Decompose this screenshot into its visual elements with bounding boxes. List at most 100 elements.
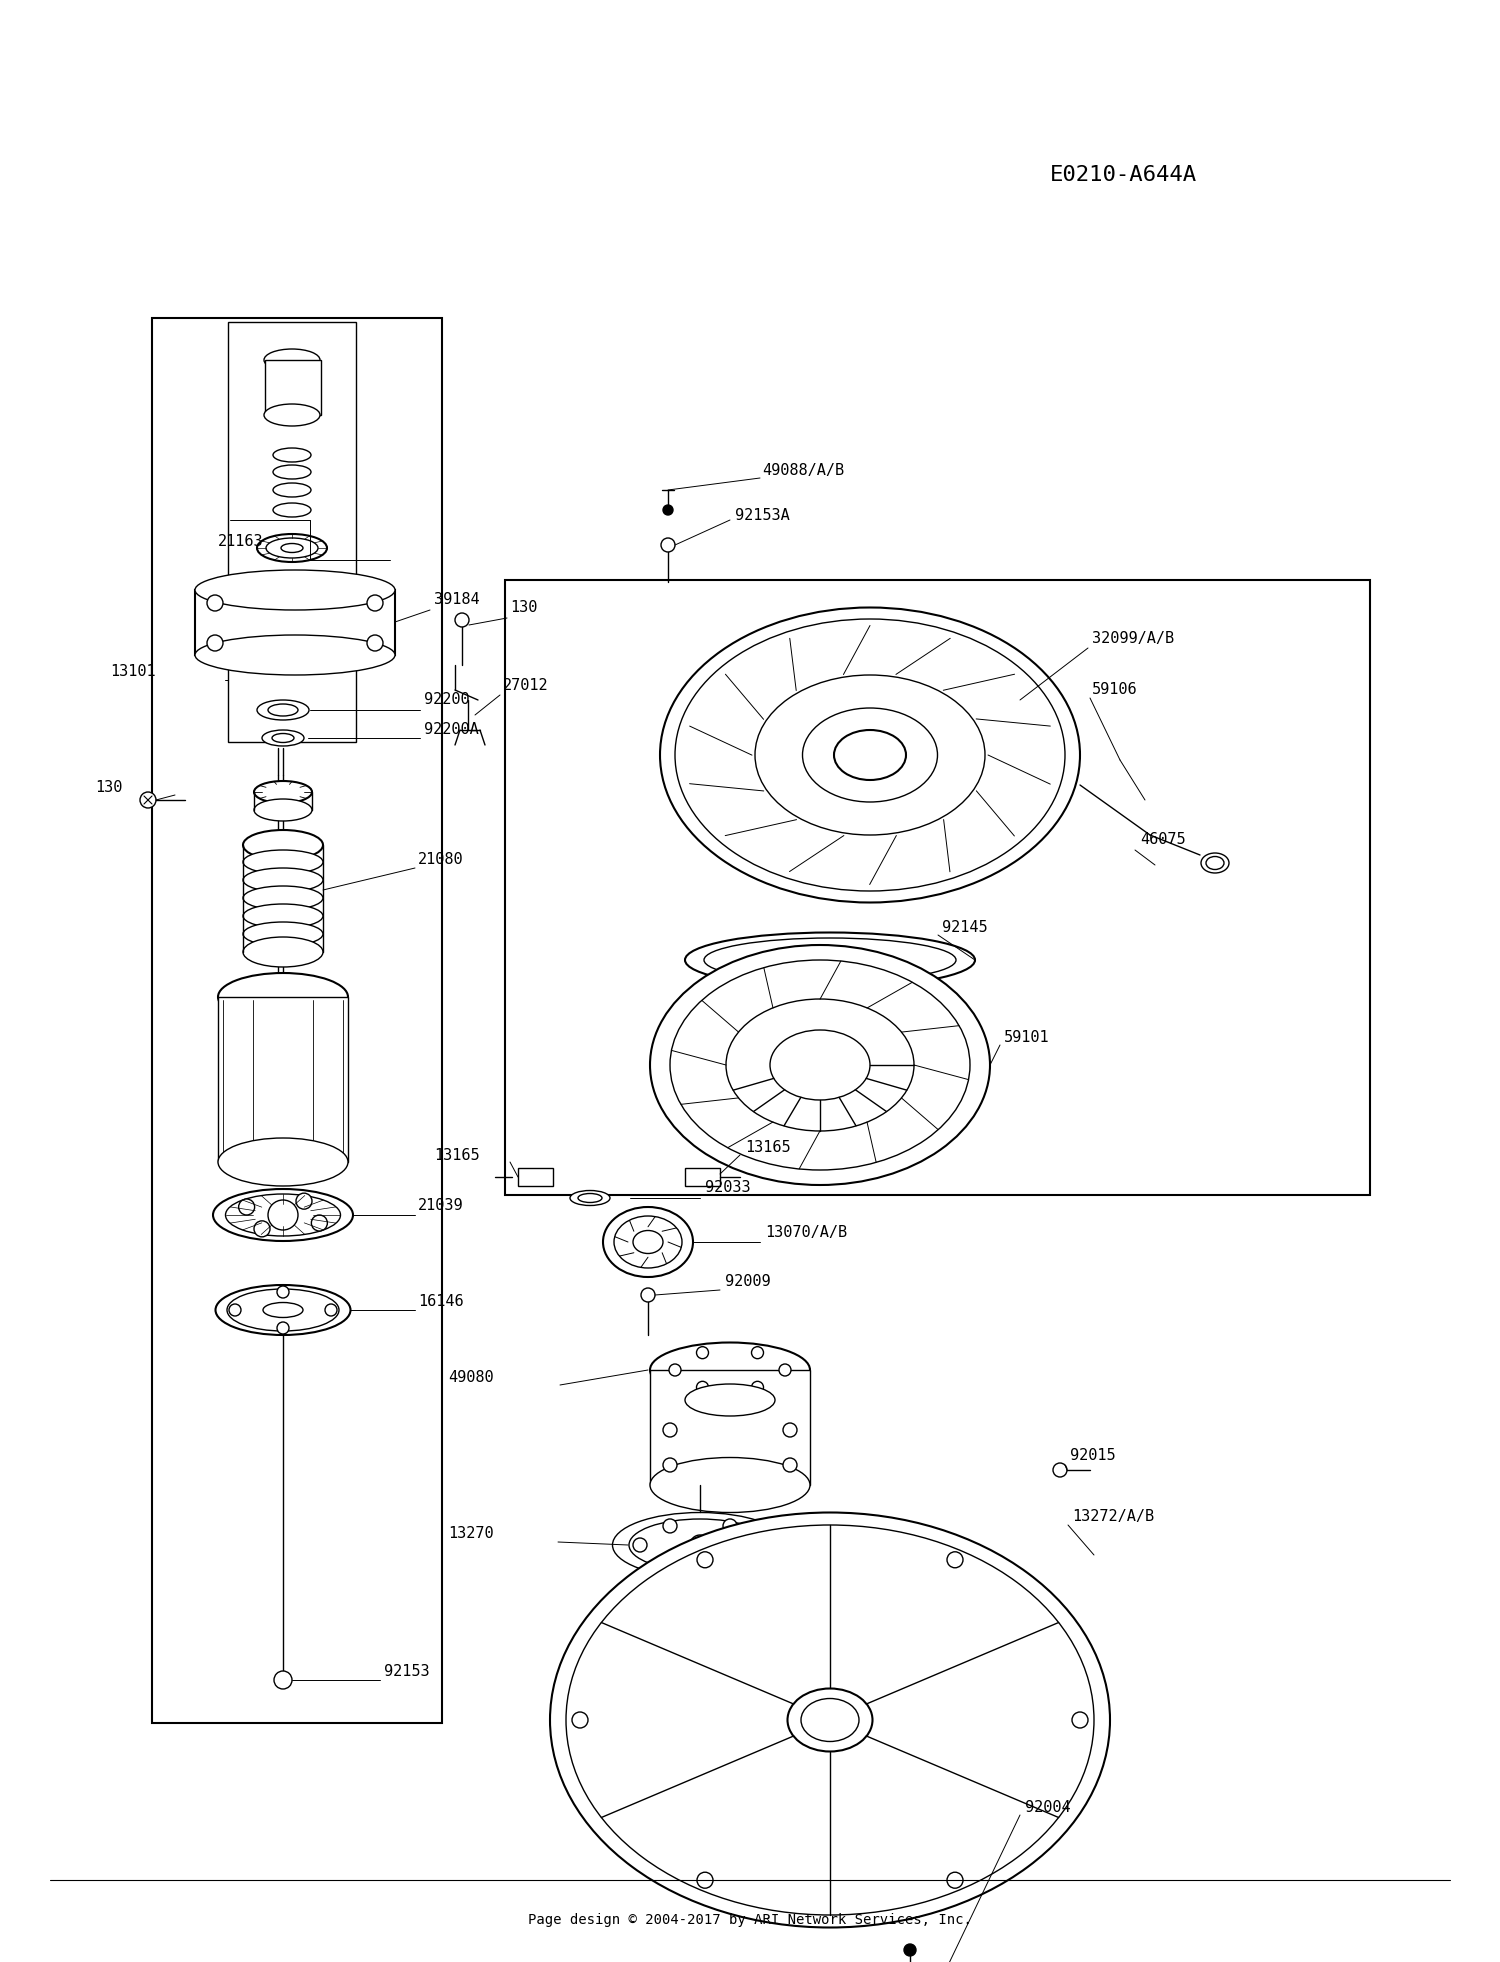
Ellipse shape [704,938,956,983]
Ellipse shape [254,799,312,820]
Text: 92153: 92153 [384,1664,429,1679]
Circle shape [752,1381,764,1393]
Ellipse shape [243,904,322,928]
Text: 27012: 27012 [503,679,549,693]
Circle shape [633,1538,646,1552]
Ellipse shape [280,543,303,553]
Ellipse shape [801,1699,859,1742]
Ellipse shape [566,1524,1094,1915]
Ellipse shape [262,730,305,746]
Circle shape [663,504,674,514]
Circle shape [663,1558,676,1572]
Ellipse shape [614,1216,682,1267]
Circle shape [752,1346,764,1358]
Text: 59106: 59106 [1092,683,1137,698]
Ellipse shape [754,675,986,836]
Circle shape [946,1552,963,1568]
Circle shape [572,1713,588,1729]
Ellipse shape [225,1195,340,1236]
Ellipse shape [243,887,322,910]
Text: 92153A: 92153A [735,508,789,524]
Bar [650,1369,810,1485]
Circle shape [326,1305,338,1317]
Ellipse shape [1202,853,1228,873]
Ellipse shape [802,708,938,802]
Ellipse shape [650,946,990,1185]
Ellipse shape [612,1513,788,1577]
Ellipse shape [650,1342,810,1397]
Text: 21080: 21080 [419,853,464,867]
Circle shape [274,1672,292,1689]
Ellipse shape [264,404,320,426]
Text: 21163: 21163 [217,534,264,549]
Bar [686,1167,720,1185]
Ellipse shape [243,830,322,859]
Ellipse shape [675,618,1065,891]
Ellipse shape [273,483,310,496]
Ellipse shape [1206,857,1224,869]
Ellipse shape [266,538,318,557]
Ellipse shape [262,1303,303,1318]
Text: 13165: 13165 [746,1140,790,1156]
Circle shape [454,612,470,628]
Bar [266,359,321,416]
Circle shape [254,1220,270,1236]
Ellipse shape [264,349,320,371]
Circle shape [312,1214,327,1230]
Text: 13272/A/B: 13272/A/B [1072,1509,1154,1524]
Ellipse shape [213,1189,352,1242]
Ellipse shape [633,1230,663,1254]
Ellipse shape [686,1383,776,1417]
Ellipse shape [217,1138,348,1185]
Text: E0210-A644A: E0210-A644A [1050,165,1197,184]
Circle shape [207,594,224,610]
Circle shape [278,1322,290,1334]
Bar [506,581,1370,1195]
Ellipse shape [243,938,322,967]
Ellipse shape [788,1689,873,1752]
Text: 59101: 59101 [1004,1030,1050,1044]
Ellipse shape [273,465,310,479]
Text: 92009: 92009 [724,1275,771,1289]
Circle shape [663,1519,676,1532]
Text: 49088/A/B: 49088/A/B [762,463,844,477]
Ellipse shape [686,932,975,987]
Text: 39184: 39184 [433,593,480,608]
Ellipse shape [650,1458,810,1513]
Circle shape [778,1364,790,1375]
Text: 13270: 13270 [448,1526,494,1542]
Text: 92015: 92015 [1070,1448,1116,1464]
Ellipse shape [256,700,309,720]
Circle shape [946,1872,963,1887]
Ellipse shape [268,704,298,716]
Ellipse shape [726,999,914,1130]
Circle shape [663,1458,676,1472]
Ellipse shape [226,1289,339,1330]
Ellipse shape [603,1207,693,1277]
Circle shape [368,636,382,651]
Text: 49080: 49080 [448,1371,494,1385]
Circle shape [753,1538,766,1552]
Text: 13165: 13165 [433,1148,480,1163]
Ellipse shape [578,1193,602,1203]
Ellipse shape [195,636,394,675]
Ellipse shape [243,922,322,946]
Circle shape [207,636,224,651]
Circle shape [640,1287,656,1303]
Ellipse shape [216,1285,351,1334]
Ellipse shape [570,1191,610,1205]
Ellipse shape [195,571,394,610]
Circle shape [662,538,675,551]
Bar [518,1167,554,1185]
Circle shape [904,1944,916,1956]
Bar [228,322,356,742]
Text: 32099/A/B: 32099/A/B [1092,630,1174,645]
Ellipse shape [273,502,310,518]
Circle shape [723,1558,736,1572]
Ellipse shape [670,959,970,1169]
Circle shape [238,1199,255,1214]
Circle shape [140,793,156,808]
Circle shape [696,1381,708,1393]
Circle shape [690,1534,709,1556]
Text: 13070/A/B: 13070/A/B [765,1224,847,1240]
